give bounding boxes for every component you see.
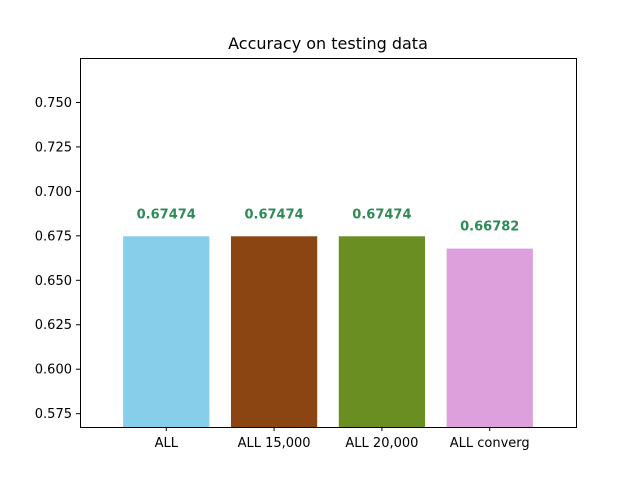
value-label-1: 0.67474 (244, 207, 303, 222)
y-tick-label-1: 0.600 (35, 363, 72, 378)
x-tick-label-3: ALL converg (450, 436, 530, 451)
bars-layer (123, 236, 533, 427)
value-label-3: 0.66782 (460, 220, 519, 235)
y-axis: 0.575 0.600 0.625 0.650 0.675 0.700 0.725 0.750 (35, 96, 80, 422)
bar-3 (446, 248, 533, 427)
y-tick-label-5: 0.700 (35, 185, 72, 200)
value-labels-layer: 0.67474 0.67474 0.67474 0.66782 (137, 207, 520, 234)
y-tick-label-6: 0.725 (35, 140, 72, 155)
bar-2 (338, 236, 426, 427)
chart-title: Accuracy on testing data (228, 34, 428, 53)
value-label-2: 0.67474 (352, 207, 411, 222)
y-tick-label-2: 0.625 (35, 318, 72, 333)
y-tick-label-7: 0.750 (35, 96, 72, 111)
y-tick-label-4: 0.675 (35, 229, 72, 244)
x-tick-label-1: ALL 15,000 (238, 436, 311, 451)
x-axis: ALL ALL 15,000 ALL 20,000 ALL converg (155, 427, 530, 451)
value-label-0: 0.67474 (137, 207, 196, 222)
bar-0 (123, 236, 210, 427)
x-tick-label-2: ALL 20,000 (345, 436, 418, 451)
bar-1 (230, 236, 318, 427)
y-tick-label-0: 0.575 (35, 407, 72, 422)
plot-frame (80, 58, 577, 428)
y-tick-label-3: 0.650 (35, 274, 72, 289)
x-tick-label-0: ALL (155, 436, 179, 451)
